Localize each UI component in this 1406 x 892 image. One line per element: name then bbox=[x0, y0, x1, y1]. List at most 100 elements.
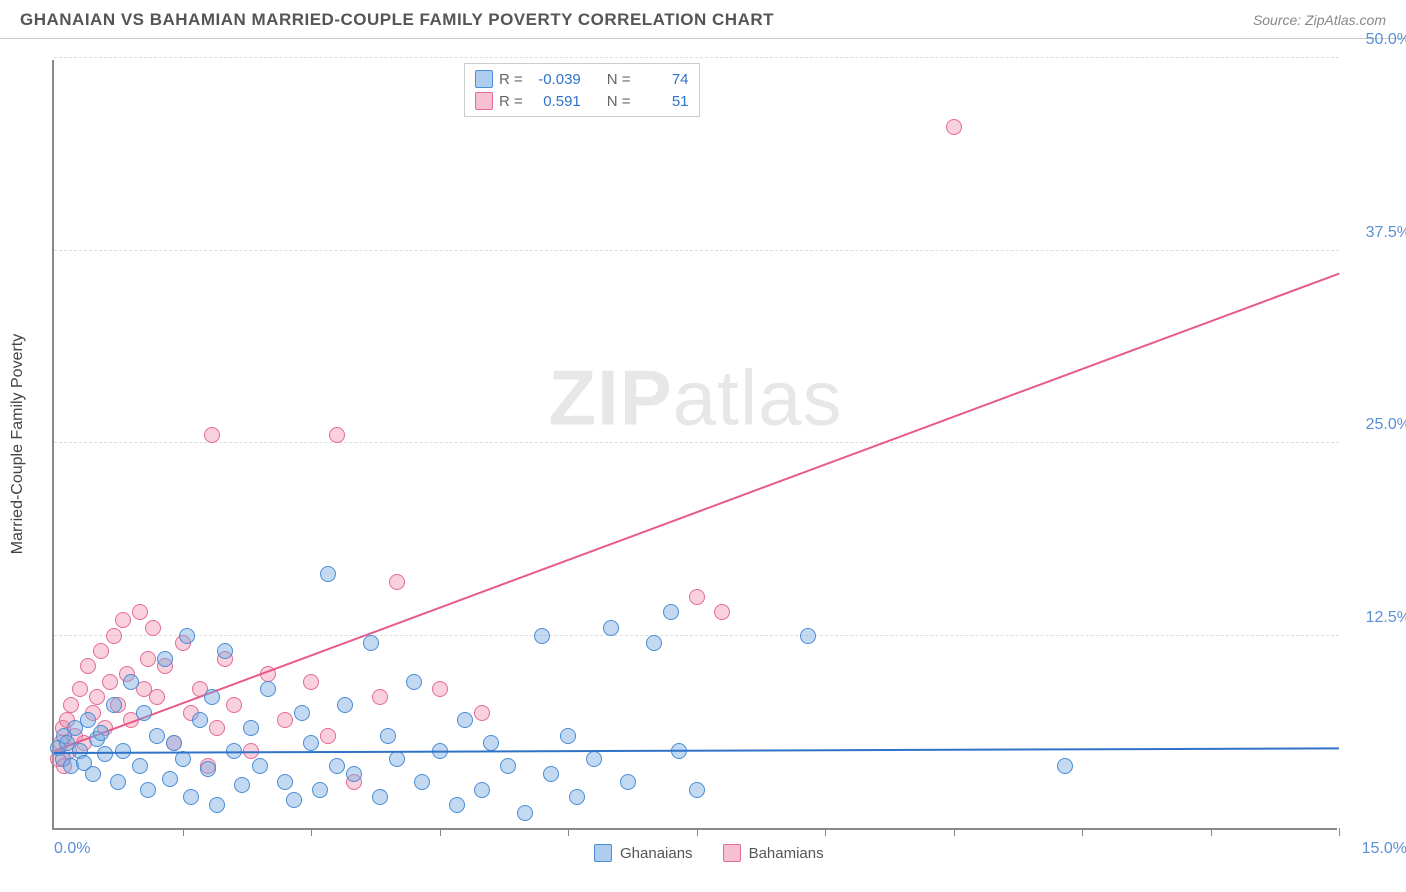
data-point bbox=[389, 574, 405, 590]
data-point bbox=[200, 761, 216, 777]
data-point bbox=[80, 658, 96, 674]
legend-row-bahamians: R = 0.591 N = 51 bbox=[475, 90, 689, 112]
legend-row-ghanaians: R = -0.039 N = 74 bbox=[475, 68, 689, 90]
data-point bbox=[689, 589, 705, 605]
plot-area: Married-Couple Family Poverty ZIPatlas R… bbox=[52, 60, 1337, 830]
data-point bbox=[140, 782, 156, 798]
series-label-bahamians: Bahamians bbox=[749, 845, 824, 862]
y-tick-label: 50.0% bbox=[1366, 31, 1406, 49]
data-point bbox=[209, 720, 225, 736]
data-point bbox=[145, 620, 161, 636]
x-tick bbox=[183, 828, 184, 836]
x-tick bbox=[1211, 828, 1212, 836]
data-point bbox=[110, 774, 126, 790]
data-point bbox=[286, 792, 302, 808]
r-label: R = bbox=[499, 71, 523, 88]
data-point bbox=[217, 643, 233, 659]
data-point bbox=[115, 612, 131, 628]
legend-item-ghanaians: Ghanaians bbox=[594, 844, 693, 862]
data-point bbox=[414, 774, 430, 790]
data-point bbox=[136, 705, 152, 721]
x-tick bbox=[568, 828, 569, 836]
data-point bbox=[106, 628, 122, 644]
data-point bbox=[320, 566, 336, 582]
data-point bbox=[380, 728, 396, 744]
data-point bbox=[192, 712, 208, 728]
x-tick bbox=[311, 828, 312, 836]
gridline bbox=[54, 250, 1339, 251]
y-tick-label: 12.5% bbox=[1366, 609, 1406, 627]
data-point bbox=[106, 697, 122, 713]
data-point bbox=[363, 635, 379, 651]
n-value-bahamians: 51 bbox=[637, 93, 689, 110]
data-point bbox=[457, 712, 473, 728]
data-point bbox=[157, 651, 173, 667]
data-point bbox=[714, 604, 730, 620]
series-legend: Ghanaians Bahamians bbox=[594, 844, 824, 862]
data-point bbox=[252, 758, 268, 774]
gridline bbox=[54, 442, 1339, 443]
data-point bbox=[500, 758, 516, 774]
r-label: R = bbox=[499, 93, 523, 110]
y-tick-label: 25.0% bbox=[1366, 416, 1406, 434]
data-point bbox=[646, 635, 662, 651]
data-point bbox=[543, 766, 559, 782]
data-point bbox=[312, 782, 328, 798]
x-tick bbox=[1082, 828, 1083, 836]
data-point bbox=[162, 771, 178, 787]
data-point bbox=[406, 674, 422, 690]
chart-source: Source: ZipAtlas.com bbox=[1253, 12, 1386, 28]
data-point bbox=[346, 766, 362, 782]
data-point bbox=[800, 628, 816, 644]
x-axis-min-label: 0.0% bbox=[54, 840, 90, 858]
y-axis-title: Married-Couple Family Poverty bbox=[9, 334, 27, 555]
data-point bbox=[586, 751, 602, 767]
data-point bbox=[329, 427, 345, 443]
swatch-blue-icon bbox=[475, 70, 493, 88]
data-point bbox=[474, 782, 490, 798]
series-label-ghanaians: Ghanaians bbox=[620, 845, 693, 862]
data-point bbox=[97, 746, 113, 762]
n-label: N = bbox=[607, 93, 631, 110]
data-point bbox=[277, 774, 293, 790]
data-point bbox=[329, 758, 345, 774]
data-point bbox=[560, 728, 576, 744]
data-point bbox=[132, 604, 148, 620]
x-tick bbox=[825, 828, 826, 836]
data-point bbox=[483, 735, 499, 751]
swatch-pink-icon bbox=[475, 92, 493, 110]
data-point bbox=[234, 777, 250, 793]
data-point bbox=[663, 604, 679, 620]
data-point bbox=[89, 689, 105, 705]
y-tick-label: 37.5% bbox=[1366, 224, 1406, 242]
data-point bbox=[569, 789, 585, 805]
swatch-pink-icon bbox=[723, 844, 741, 862]
chart-header: GHANAIAN VS BAHAMIAN MARRIED-COUPLE FAMI… bbox=[0, 0, 1406, 39]
gridline bbox=[54, 635, 1339, 636]
data-point bbox=[337, 697, 353, 713]
r-value-bahamians: 0.591 bbox=[529, 93, 581, 110]
data-point bbox=[320, 728, 336, 744]
data-point bbox=[432, 681, 448, 697]
data-point bbox=[303, 674, 319, 690]
x-tick bbox=[954, 828, 955, 836]
gridline bbox=[54, 57, 1339, 58]
data-point bbox=[389, 751, 405, 767]
data-point bbox=[149, 728, 165, 744]
x-axis-max-label: 15.0% bbox=[1362, 840, 1406, 858]
data-point bbox=[102, 674, 118, 690]
data-point bbox=[85, 766, 101, 782]
data-point bbox=[132, 758, 148, 774]
watermark-zip: ZIP bbox=[548, 353, 672, 441]
correlation-legend: R = -0.039 N = 74 R = 0.591 N = 51 bbox=[464, 63, 700, 117]
n-value-ghanaians: 74 bbox=[637, 71, 689, 88]
data-point bbox=[294, 705, 310, 721]
data-point bbox=[449, 797, 465, 813]
data-point bbox=[689, 782, 705, 798]
data-point bbox=[63, 697, 79, 713]
x-tick bbox=[697, 828, 698, 836]
data-point bbox=[179, 628, 195, 644]
chart-title: GHANAIAN VS BAHAMIAN MARRIED-COUPLE FAMI… bbox=[20, 10, 774, 30]
data-point bbox=[140, 651, 156, 667]
swatch-blue-icon bbox=[594, 844, 612, 862]
